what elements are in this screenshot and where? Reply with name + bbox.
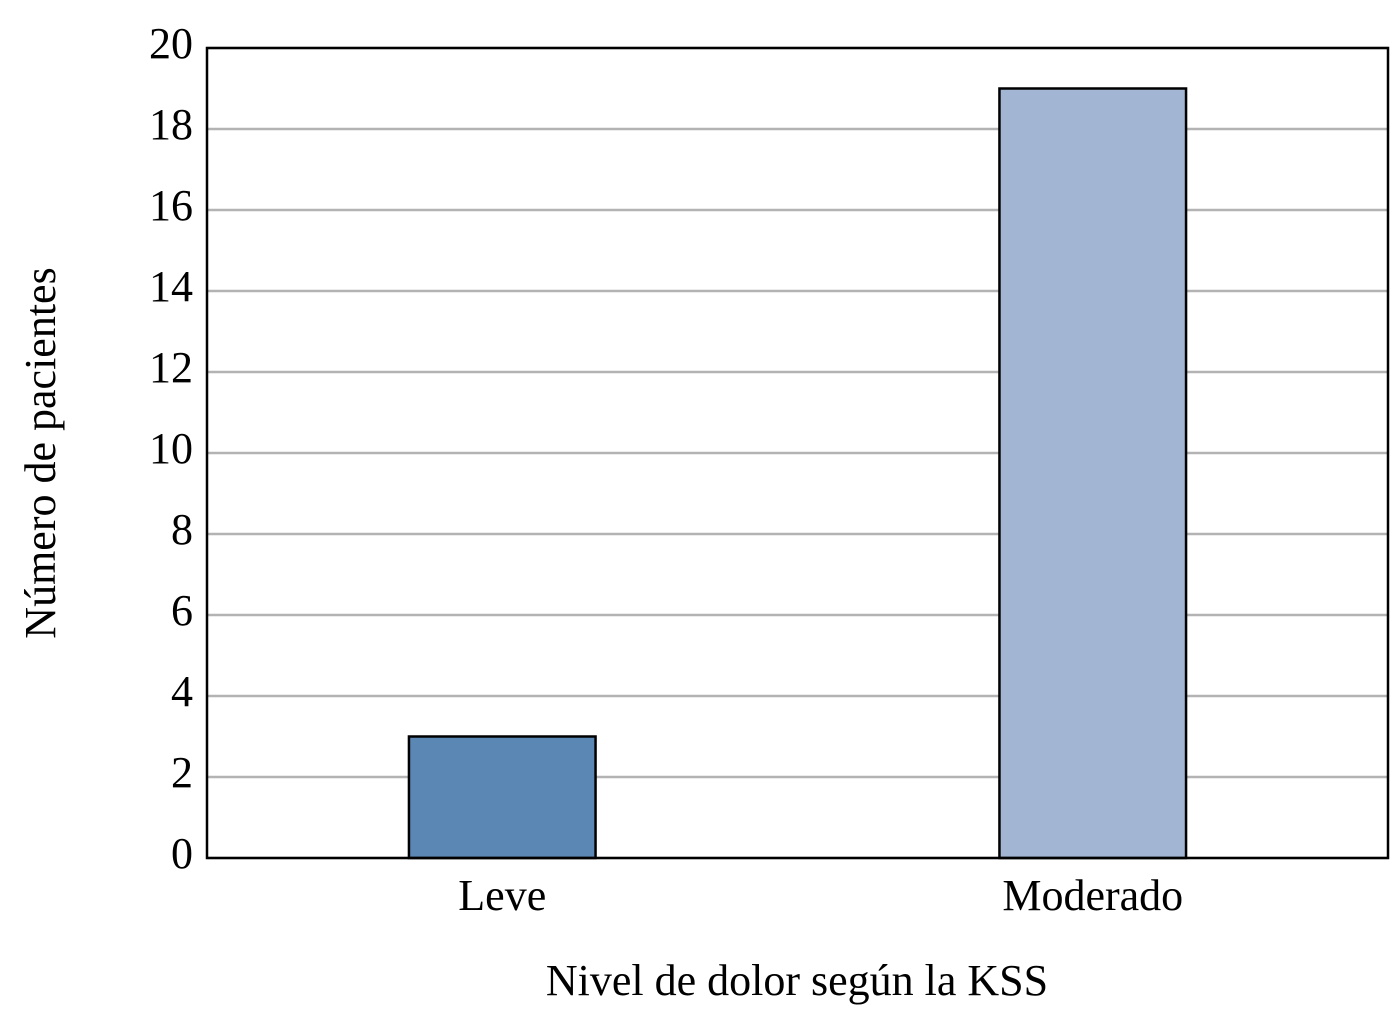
y-tick-label: 18: [149, 100, 193, 149]
y-tick-label: 6: [171, 586, 193, 635]
bar: [407, 735, 597, 860]
y-tick-label: 2: [171, 748, 193, 797]
y-tick-label: 14: [149, 262, 193, 311]
y-tick-label: 12: [149, 343, 193, 392]
y-tick-label: 16: [149, 181, 193, 230]
x-tick-label: Leve: [458, 871, 546, 920]
y-tick-label: 10: [149, 424, 193, 473]
y-tick-label: 0: [171, 829, 193, 878]
plot-frame: [205, 46, 1390, 860]
bar: [998, 87, 1188, 860]
y-tick-label: 20: [149, 19, 193, 68]
y-tick-label: 8: [171, 505, 193, 554]
x-tick-label: Moderado: [1002, 871, 1183, 920]
y-tick-label: 4: [171, 667, 193, 716]
x-axis-label: Nivel de dolor según la KSS: [546, 956, 1048, 1005]
y-axis-label: Número de pacientes: [16, 267, 65, 638]
